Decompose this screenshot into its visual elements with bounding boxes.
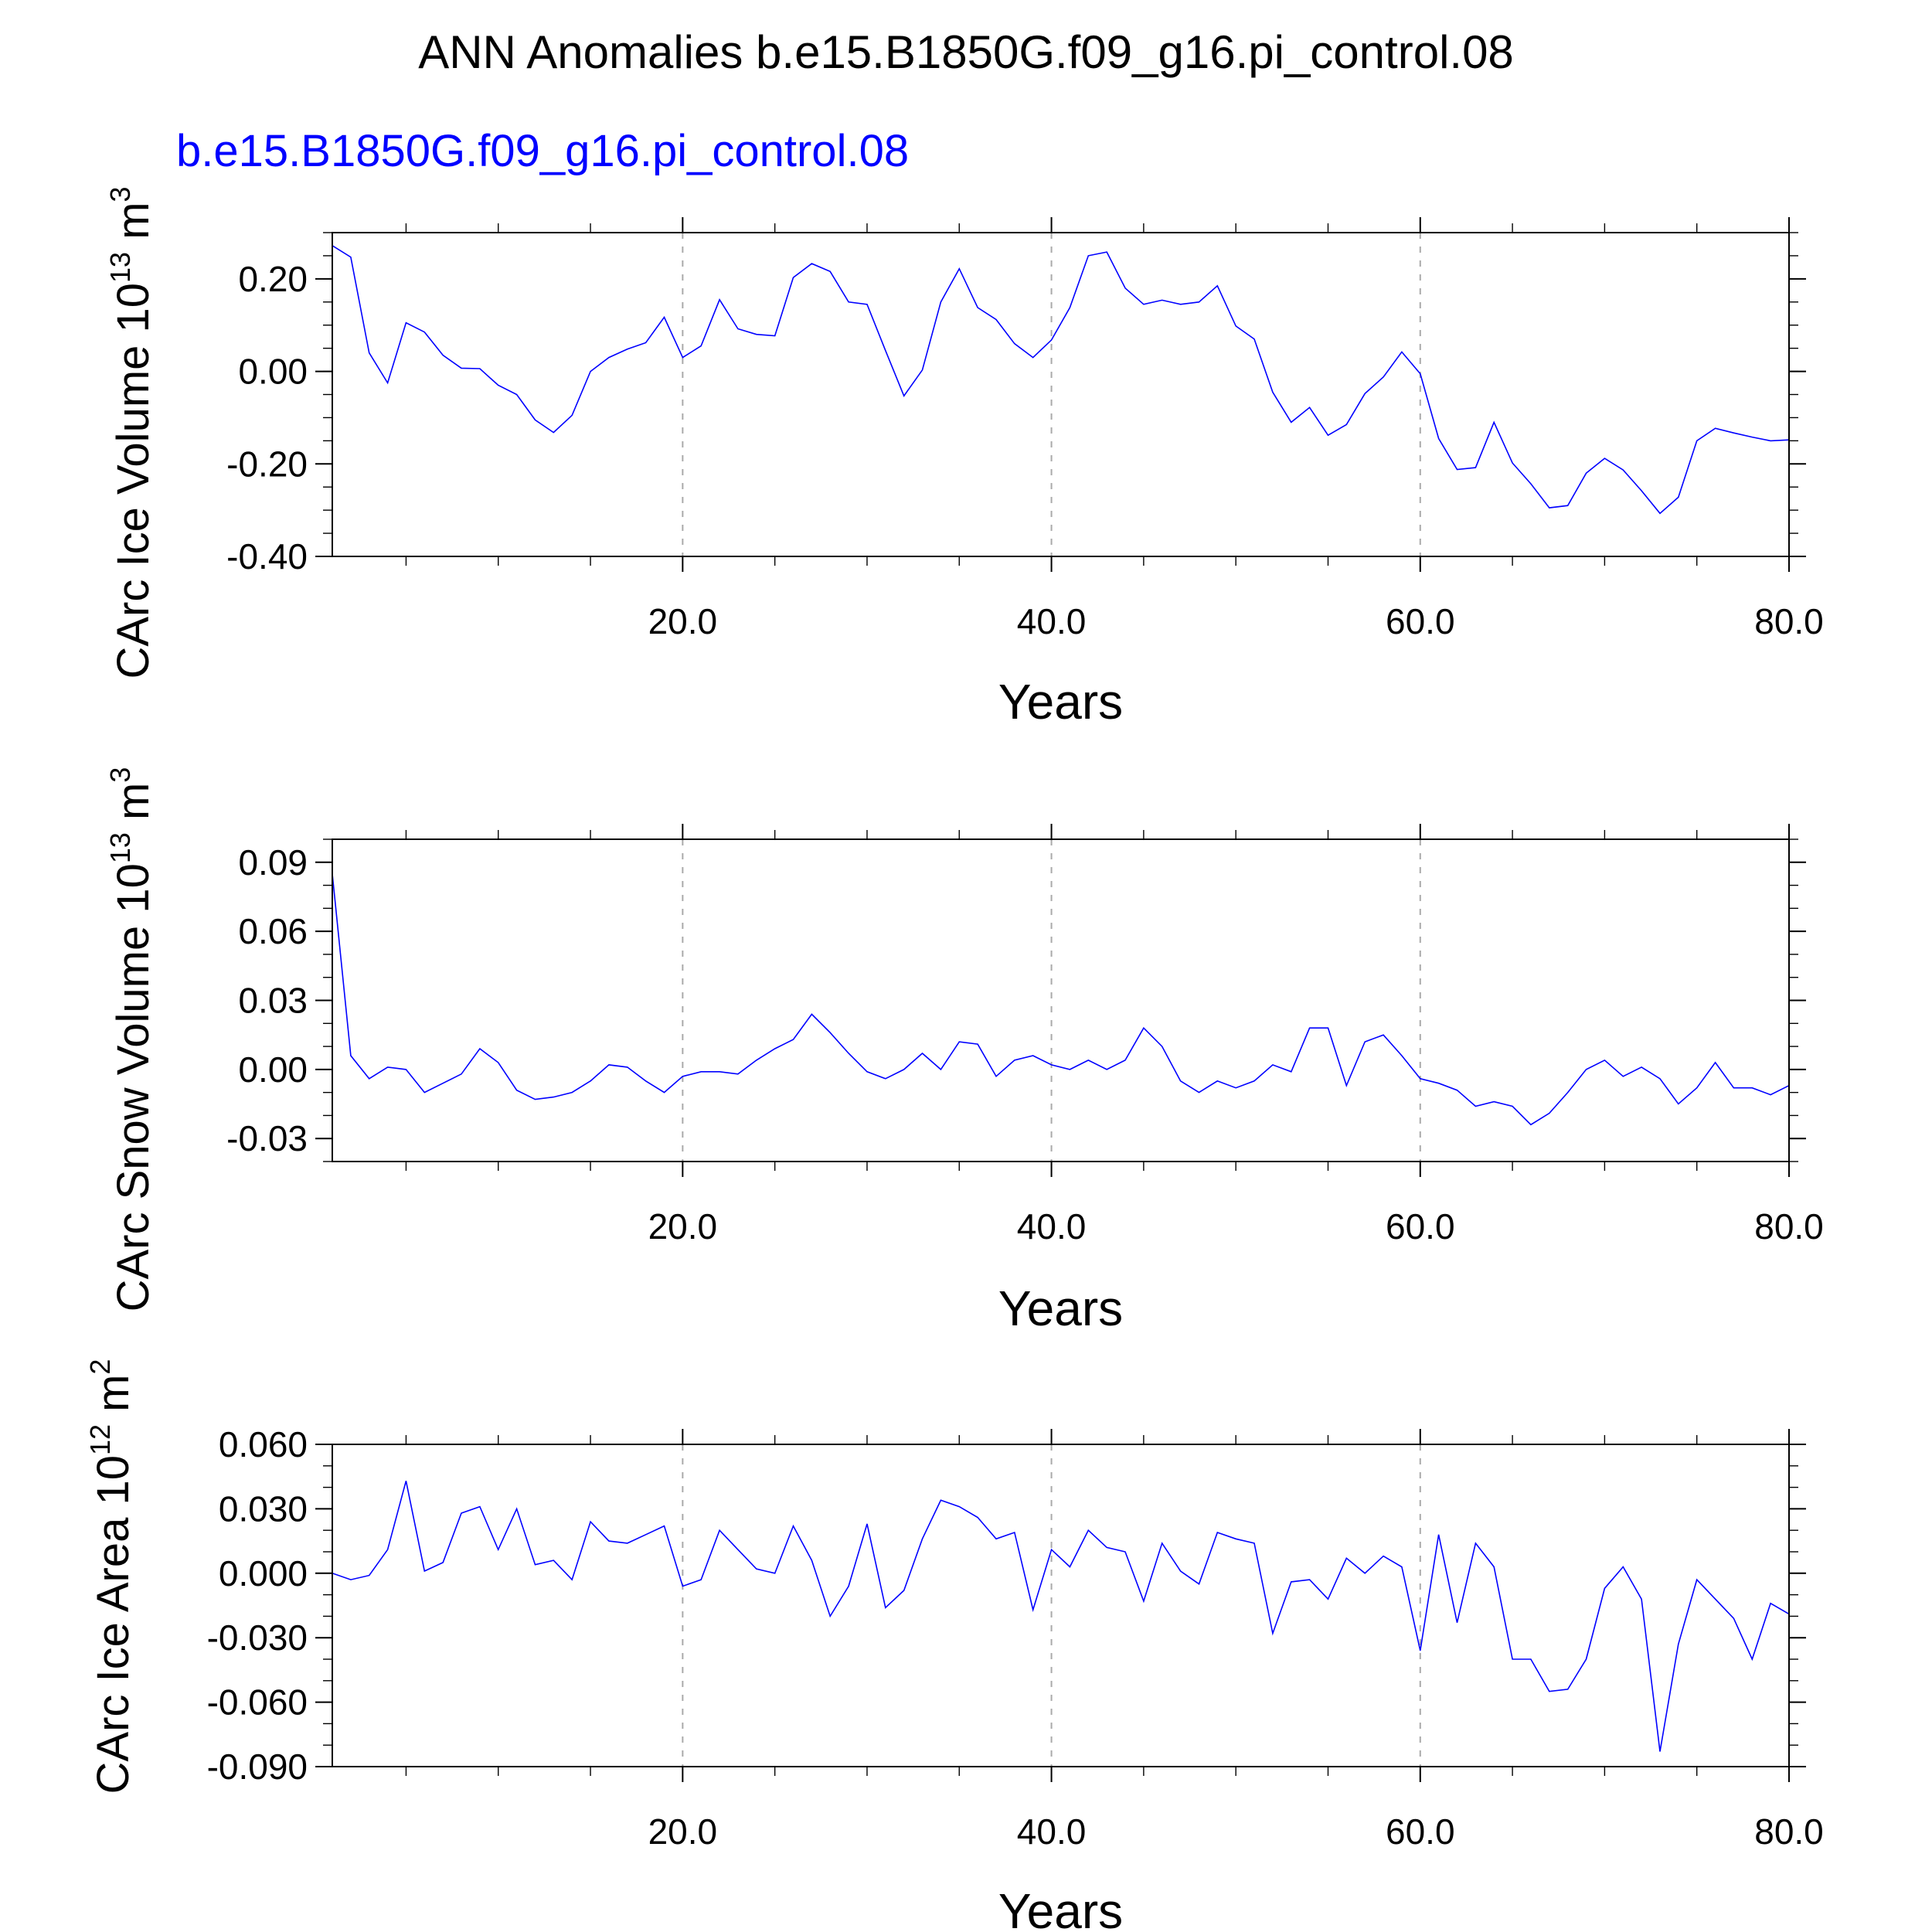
- y-tick-label: -0.030: [207, 1617, 308, 1658]
- y-axis-label-exponent: 12: [84, 1424, 116, 1455]
- series-line: [332, 873, 1790, 1126]
- y-tick-label: -0.060: [207, 1682, 308, 1723]
- x-tick-label: 60.0: [1386, 1811, 1455, 1852]
- series-line: [332, 1481, 1790, 1752]
- y-axis-label-exponent: 13: [104, 832, 136, 863]
- y-tick-label: 0.03: [238, 981, 308, 1021]
- run-subtitle: b.e15.B1850G.f09_g16.pi_control.08: [176, 126, 909, 176]
- y-tick-label: 0.00: [238, 1049, 308, 1090]
- x-tick-label: 40.0: [1017, 1811, 1087, 1852]
- y-tick-label: -0.20: [226, 444, 308, 484]
- y-tick-label: 0.06: [238, 911, 308, 951]
- y-axis-label-unit: m: [108, 202, 158, 251]
- y-axis-label-exponent: 13: [104, 252, 136, 283]
- x-axis-label: Years: [998, 1883, 1123, 1932]
- x-tick-label: 40.0: [1017, 1206, 1087, 1247]
- y-axis-label: CArc Snow Volume 1013 m3: [104, 767, 158, 1312]
- figure-title: ANN Anomalies b.e15.B1850G.f09_g16.pi_co…: [418, 26, 1514, 78]
- y-tick-label: 0.09: [238, 842, 308, 883]
- series-line: [332, 245, 1790, 515]
- y-tick-label: -0.090: [207, 1747, 308, 1787]
- x-tick-label: 80.0: [1754, 1206, 1824, 1247]
- plot-frame: [332, 232, 1790, 557]
- y-tick-label: 0.20: [238, 259, 308, 299]
- y-tick-label: -0.40: [226, 536, 308, 577]
- plot-frame: [332, 1444, 1790, 1767]
- y-axis-label-unit-exponent: 3: [104, 767, 136, 783]
- y-axis-label-text: CArc Ice Area 10: [88, 1455, 138, 1794]
- y-tick-label: 0.000: [219, 1553, 308, 1594]
- y-axis-label-text: CArc Ice Volume 10: [108, 283, 158, 679]
- y-tick-label: 0.030: [219, 1488, 308, 1529]
- x-axis-label: Years: [998, 1281, 1123, 1336]
- y-axis-label-unit-exponent: 2: [84, 1359, 116, 1375]
- x-tick-label: 60.0: [1386, 601, 1455, 641]
- x-tick-label: 20.0: [648, 601, 718, 641]
- panel-ice-area: 0.060 0.030 0.000 -0.030 -0.060 -0.090 20.0 40.…: [84, 1359, 1824, 1932]
- y-tick-label: -0.03: [226, 1118, 308, 1158]
- x-tick-label: 20.0: [648, 1811, 718, 1852]
- y-tick-label: 0.00: [238, 352, 308, 392]
- x-tick-label: 60.0: [1386, 1206, 1455, 1247]
- y-axis-label-text: CArc Snow Volume 10: [108, 863, 158, 1311]
- y-axis-label-unit-exponent: 3: [104, 186, 136, 202]
- y-axis-label-unit: m: [108, 783, 158, 832]
- x-axis-label: Years: [998, 674, 1123, 730]
- plot-frame: [332, 838, 1790, 1162]
- y-axis-label-unit: m: [88, 1375, 138, 1424]
- panel-snow-volume: 0.09 0.06 0.03 0.00 -0.03 20.0 40.0 60.0 80.0 Yea…: [104, 767, 1824, 1336]
- x-tick-label: 80.0: [1754, 1811, 1824, 1852]
- panel-ice-volume: 0.20 0.00 -0.20 -0.40 20.0 40.0 60.0 80.0 Years C…: [104, 186, 1824, 730]
- y-tick-label: 0.060: [219, 1424, 308, 1464]
- y-axis-label: CArc Ice Area 1012 m2: [84, 1359, 138, 1794]
- x-tick-label: 40.0: [1017, 601, 1087, 641]
- x-tick-label: 80.0: [1754, 601, 1824, 641]
- y-axis-label: CArc Ice Volume 1013 m3: [104, 186, 158, 679]
- x-tick-label: 20.0: [648, 1206, 718, 1247]
